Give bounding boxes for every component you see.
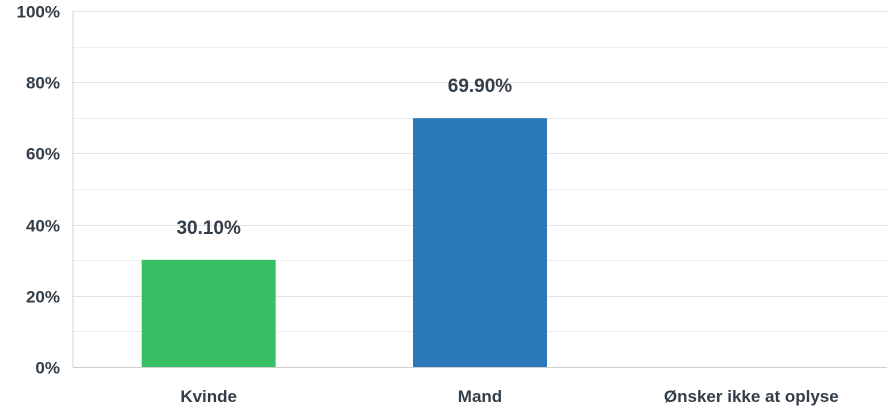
data-label: 30.10% <box>176 218 241 239</box>
y-tick-label: 80% <box>26 74 60 93</box>
y-tick-label: 100% <box>17 3 60 22</box>
y-tick-label: 40% <box>26 217 60 236</box>
y-tick-label: 60% <box>26 145 60 164</box>
bars <box>142 118 547 367</box>
data-label: 69.90% <box>448 76 513 97</box>
y-tick-label: 0% <box>35 359 60 378</box>
x-category-label: Mand <box>458 387 502 406</box>
x-category-label: Kvinde <box>180 387 237 406</box>
bar <box>142 260 276 367</box>
bar <box>413 118 547 367</box>
y-tick-label: 20% <box>26 288 60 307</box>
x-category-label: Ønsker ikke at oplyse <box>664 387 839 406</box>
